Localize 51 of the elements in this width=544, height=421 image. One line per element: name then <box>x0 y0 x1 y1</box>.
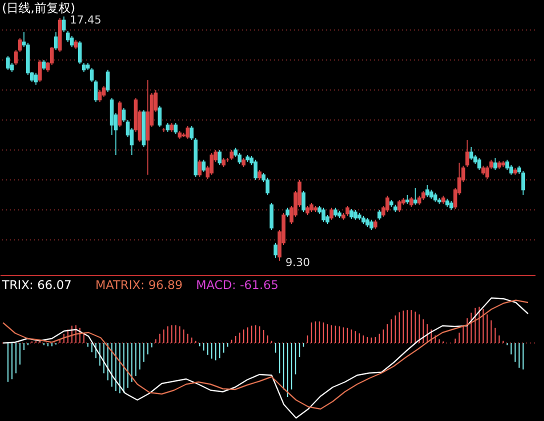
candlestick <box>425 184 430 198</box>
candlestick <box>230 149 234 160</box>
text: TRIX: 66.07 <box>1 278 72 292</box>
candlestick <box>493 158 498 171</box>
candlestick <box>370 219 374 231</box>
candlestick <box>350 208 354 220</box>
candlestick <box>385 195 390 213</box>
candlestick <box>266 177 270 196</box>
candlestick <box>465 140 470 168</box>
candlestick <box>354 209 358 220</box>
candlestick <box>174 122 178 135</box>
candlestick <box>202 159 206 172</box>
candlestick <box>322 207 326 222</box>
candlestick <box>70 35 74 48</box>
candlestick <box>98 89 102 102</box>
annotation: 17.45 <box>70 13 102 26</box>
candlestick <box>270 202 274 231</box>
candlestick <box>42 59 46 70</box>
candlestick <box>469 146 474 160</box>
candlestick <box>377 209 382 220</box>
candlestick <box>78 40 82 64</box>
candlestick <box>509 164 514 176</box>
chart-title: (日线,前复权) <box>2 1 76 15</box>
candlestick <box>62 16 66 33</box>
candlestick <box>118 100 122 128</box>
candlestick <box>521 170 526 196</box>
candlestick <box>106 69 110 93</box>
candlestick <box>413 188 418 206</box>
candlestick <box>346 206 350 216</box>
candlestick <box>397 200 402 213</box>
candlestick <box>330 207 334 220</box>
candlestick <box>186 125 190 140</box>
candlestick <box>34 72 38 86</box>
candlestick <box>254 159 258 180</box>
candlestick <box>505 159 510 171</box>
candlestick <box>38 59 42 82</box>
text: MACD: -61.65 <box>196 278 279 292</box>
text: MATRIX: 96.89 <box>95 278 183 292</box>
candlestick <box>6 56 10 70</box>
candlestick <box>238 152 242 165</box>
candlestick <box>218 149 222 166</box>
candlestick <box>198 159 202 178</box>
candlestick <box>477 158 482 171</box>
candlestick <box>274 242 278 258</box>
candlestick <box>210 152 214 176</box>
candlestick <box>258 170 262 180</box>
candlestick <box>54 32 58 51</box>
candlestick <box>302 190 306 213</box>
candlestick <box>158 105 162 128</box>
candlestick <box>409 196 414 208</box>
annotation: 9.30 <box>286 256 310 269</box>
